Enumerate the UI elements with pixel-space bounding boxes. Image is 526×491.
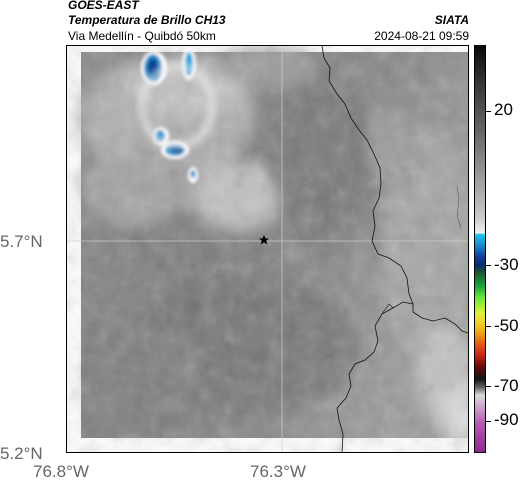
department-border bbox=[321, 46, 468, 334]
lat-label-5-2: 5.2°N bbox=[0, 444, 43, 463]
satellite-map bbox=[66, 45, 469, 453]
colorbar-tick-minus70 bbox=[486, 386, 491, 387]
timestamp-label: 2024-08-21 09:59 bbox=[374, 29, 469, 43]
colorbar-tick-minus50 bbox=[486, 326, 491, 327]
lon-label-76-8: 76.8°W bbox=[33, 462, 89, 481]
region-subtitle: Via Medellín - Quibdó 50km bbox=[68, 29, 216, 43]
star-icon bbox=[259, 235, 269, 245]
colorbar-tick-minus30 bbox=[486, 265, 491, 266]
municipal-border-2 bbox=[381, 303, 394, 315]
colorbar-tick-20 bbox=[486, 111, 491, 112]
river-border bbox=[456, 185, 462, 229]
brightness-temperature-field bbox=[77, 46, 468, 446]
map-image bbox=[67, 46, 468, 452]
product-title: Temperatura de Brillo CH13 bbox=[68, 13, 226, 27]
colorbar-label-minus50: -50 bbox=[494, 316, 519, 335]
lat-label-5-7: 5.7°N bbox=[0, 232, 43, 251]
org-label: SIATA bbox=[434, 13, 469, 27]
colorbar-tick-minus90 bbox=[486, 421, 491, 422]
colorbar-label-20: 20 bbox=[494, 100, 513, 119]
colorbar-label-minus30: -30 bbox=[494, 255, 519, 274]
lon-label-76-3: 76.3°W bbox=[250, 462, 306, 481]
colorbar-label-minus70: -70 bbox=[494, 376, 519, 395]
satellite-title: GOES-EAST bbox=[68, 0, 139, 12]
municipal-border bbox=[336, 301, 414, 452]
colorbar-label-minus90: -90 bbox=[494, 410, 519, 429]
colorbar bbox=[474, 45, 486, 453]
